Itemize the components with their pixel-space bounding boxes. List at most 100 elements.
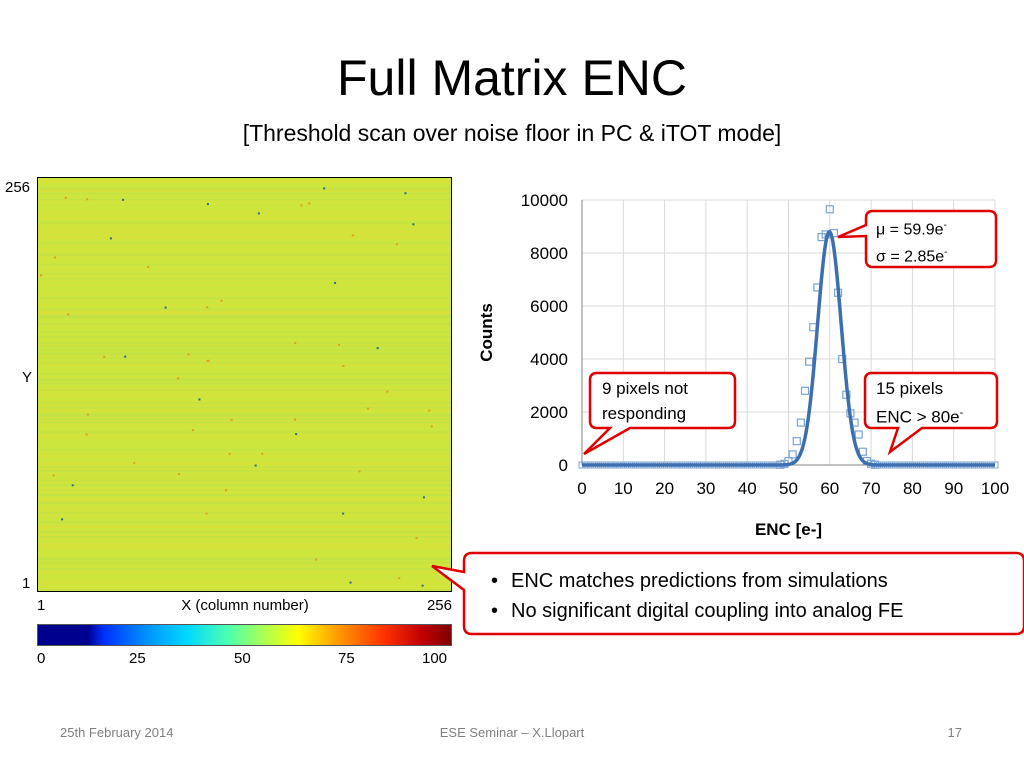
high-enc-sup: - — [959, 407, 964, 419]
heatmap-row-stripe — [38, 315, 451, 317]
y-tick-label: 0 — [559, 456, 568, 475]
heatmap-row-stripe — [38, 213, 451, 216]
heatmap-row-stripe — [38, 303, 451, 306]
heatmap-row-stripe — [38, 387, 451, 390]
heatmap-outlier-pixel — [422, 496, 425, 499]
heatmap-row-stripe — [38, 468, 451, 470]
heatmap-row-stripe — [38, 487, 451, 490]
heatmap-row-stripe — [38, 421, 451, 424]
heatmap-row-stripe — [38, 255, 451, 258]
heatmap-row-stripe — [38, 403, 451, 406]
heatmap-outlier-pixel — [225, 489, 228, 492]
heatmap-row-stripe — [38, 479, 451, 482]
heatmap-row-stripe — [38, 408, 451, 411]
heatmap-row-stripe — [38, 582, 451, 585]
heatmap-row-stripe — [38, 510, 451, 512]
heatmap-outlier-pixel — [86, 198, 89, 201]
heatmap-row-stripe — [38, 378, 451, 380]
heatmap-outlier-pixel — [351, 234, 354, 237]
heatmap-row-stripe — [38, 394, 451, 396]
heatmap-row-stripe — [38, 526, 451, 529]
conclusion-bullets: ENC matches predictions from simulations… — [485, 566, 1015, 626]
heatmap-row-stripe — [38, 407, 451, 409]
y-tick-label: 2000 — [530, 403, 568, 422]
heatmap-row-stripe — [38, 323, 451, 325]
heatmap-outlier-pixel — [404, 192, 407, 195]
heatmap-row-stripe — [38, 379, 451, 382]
heatmap-outlier-pixel — [124, 355, 127, 358]
heatmap-row-stripe — [38, 353, 451, 356]
heatmap-outlier-pixel — [323, 187, 326, 190]
heatmap-outlier-pixel — [187, 353, 190, 356]
heatmap-row-stripe — [38, 405, 451, 408]
heatmap-outlier-pixel — [206, 306, 209, 309]
heatmap-row-stripe — [38, 466, 451, 469]
heatmap-row-stripe — [38, 252, 451, 254]
heatmap-row-stripe — [38, 547, 451, 550]
heatmap-row-stripe — [38, 313, 451, 316]
heatmap-row-stripe — [38, 436, 451, 438]
heatmap-row-stripe — [38, 361, 451, 364]
y-axis-title: Counts — [477, 303, 496, 362]
heatmap-row-stripe — [38, 390, 451, 393]
heatmap-row-stripe — [38, 557, 451, 559]
heatmap-row-stripe — [38, 511, 451, 514]
heatmap-outlier-pixel — [428, 409, 431, 412]
heatmap-row-stripe — [38, 478, 451, 480]
heatmap-outlier-pixel — [71, 484, 74, 487]
heatmap-outlier-pixel — [85, 433, 88, 436]
heatmap-row-stripe — [38, 324, 451, 327]
heatmap-row-stripe — [38, 192, 451, 195]
heatmap-row-stripe — [38, 257, 451, 259]
heatmap-row-stripe — [38, 449, 451, 451]
heatmap-row-stripe — [38, 419, 451, 422]
colorbar-tick: 25 — [129, 650, 146, 667]
heatmap-outlier-pixel — [206, 359, 209, 362]
heatmap-row-stripe — [38, 210, 451, 212]
heatmap-outlier-pixel — [67, 313, 70, 316]
heatmap-outlier-pixel — [342, 364, 345, 367]
heatmap-row-stripe — [38, 400, 451, 403]
heatmap-outlier-pixel — [412, 223, 415, 226]
heatmap-row-stripe — [38, 461, 451, 464]
heatmap-row-stripe — [38, 395, 451, 398]
heatmap-row-stripe — [38, 269, 451, 272]
data-point — [792, 437, 801, 446]
heatmap-row-stripe — [38, 410, 451, 412]
x-tick-label: 70 — [862, 479, 881, 498]
heatmap-row-stripe — [38, 484, 451, 487]
heatmap-row-stripe — [38, 494, 451, 496]
heatmap-outlier-pixel — [230, 419, 233, 422]
slide-subtitle: [Threshold scan over noise floor in PC &… — [242, 120, 782, 146]
heatmap-outlier-pixel — [376, 347, 379, 350]
heatmap-outlier-pixel — [358, 470, 361, 473]
heatmap-row-stripe — [38, 431, 451, 433]
heatmap-outlier-pixel — [415, 537, 418, 540]
heatmap-row-stripe — [38, 542, 451, 545]
heatmap-outlier-pixel — [207, 359, 210, 362]
heatmap-row-stripe — [38, 316, 451, 319]
colorbar-tick: 0 — [37, 650, 46, 667]
heatmap-outlier-pixel — [206, 203, 209, 206]
data-point — [817, 232, 826, 242]
heatmap-row-stripe — [38, 294, 451, 296]
footer-date: 25th February 2014 — [60, 725, 174, 740]
heatmap-row-stripe — [38, 463, 451, 466]
heatmap-row-stripe — [38, 242, 451, 245]
heatmap-row-stripe — [38, 344, 451, 346]
x-tick-label: 50 — [779, 479, 798, 498]
heatmap-outlier-pixel — [86, 413, 89, 416]
heatmap-outlier-pixel — [40, 274, 43, 277]
heatmap-row-stripe — [38, 413, 451, 416]
heatmap-row-stripe — [38, 342, 451, 345]
heatmap-outlier-pixel — [334, 281, 337, 284]
heatmap-outlier-pixel — [430, 425, 433, 428]
high-enc-callout-box — [863, 371, 999, 456]
heatmap-outlier-pixel — [205, 512, 208, 515]
heatmap-row-stripe — [38, 534, 451, 537]
heatmap-outlier-pixel — [395, 243, 398, 246]
heatmap-row-stripe — [38, 237, 451, 240]
heatmap-outlier-pixel — [342, 512, 345, 515]
heatmap-row-stripe — [38, 236, 451, 238]
heatmap-row-stripe — [38, 355, 451, 358]
